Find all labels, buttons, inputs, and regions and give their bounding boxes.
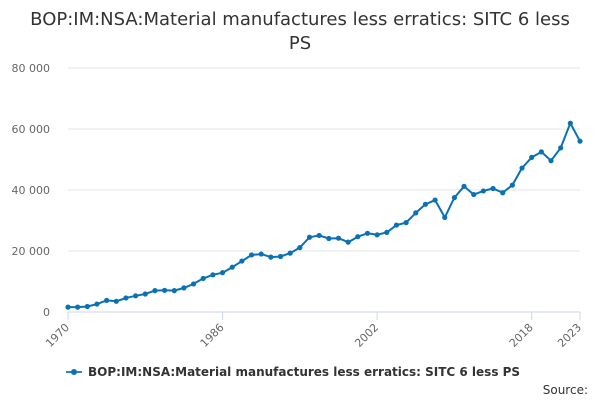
source-label: Source: (542, 383, 588, 397)
x-tick-label: 1970 (43, 321, 72, 350)
data-point (490, 185, 496, 192)
data-point (432, 197, 438, 203)
data-point (548, 158, 554, 164)
data-point (364, 230, 371, 236)
data-point (239, 258, 245, 264)
data-point (210, 272, 216, 278)
data-point (413, 210, 419, 216)
legend[interactable]: BOP:IM:NSA:Material manufactures less er… (66, 365, 520, 379)
y-tick-label: 60 000 (12, 123, 51, 136)
data-point (519, 165, 525, 171)
data-point (287, 250, 293, 256)
data-point (84, 303, 90, 310)
data-point (65, 304, 71, 310)
data-point (355, 234, 361, 240)
x-tick-label: 1986 (198, 321, 227, 350)
data-point (529, 154, 535, 160)
data-point (104, 297, 110, 304)
y-tick-label: 80 000 (12, 62, 51, 75)
data-point (461, 183, 467, 189)
data-point (113, 298, 119, 304)
legend-marker-icon (66, 367, 82, 377)
gridlines (68, 67, 580, 252)
axes: 0 20 000 40 000 60 000 80 000 1970 1986 2002 201… (12, 62, 585, 350)
data-point (162, 287, 168, 293)
data-point (374, 232, 380, 238)
x-tick-label: 2002 (352, 321, 381, 350)
data-point (123, 295, 129, 301)
data-point (297, 245, 303, 251)
data-point (480, 188, 486, 194)
data-point (471, 191, 477, 198)
data-point (442, 214, 448, 221)
data-point (190, 281, 197, 287)
data-point (509, 182, 515, 188)
data-point (219, 270, 226, 276)
data-point (326, 235, 332, 242)
data-point (229, 264, 235, 270)
data-point (500, 190, 506, 196)
data-point (277, 253, 284, 260)
data-point (567, 120, 573, 126)
legend-label: BOP:IM:NSA:Material manufactures less er… (88, 365, 521, 379)
data-point (306, 234, 313, 240)
data-point (248, 252, 255, 258)
data-point (75, 304, 81, 310)
data-point (258, 251, 264, 257)
data-point (335, 235, 342, 241)
data-point (577, 138, 583, 144)
series-layer (65, 120, 583, 310)
data-point (268, 254, 274, 260)
data-point (422, 201, 429, 207)
y-tick-label: 20 000 (12, 245, 51, 258)
data-point (171, 288, 177, 294)
data-point (345, 239, 351, 245)
data-point (142, 291, 148, 297)
data-point (181, 285, 187, 291)
data-point (384, 229, 390, 235)
data-point (403, 220, 409, 226)
x-tick-label: 2023 (555, 321, 584, 350)
chart-title: BOP:IM:NSA:Material manufactures less er… (30, 9, 570, 54)
data-point (393, 222, 400, 228)
data-point (316, 232, 322, 239)
y-tick-label: 0 (43, 306, 50, 319)
data-point (200, 275, 206, 282)
data-point (133, 293, 139, 299)
data-point (538, 149, 544, 155)
y-tick-label: 40 000 (12, 184, 51, 197)
x-tick-label: 2018 (507, 321, 536, 350)
data-point (558, 145, 564, 151)
data-point (451, 195, 458, 201)
series-line (67, 122, 581, 309)
data-point (152, 288, 158, 294)
data-point (94, 301, 100, 307)
